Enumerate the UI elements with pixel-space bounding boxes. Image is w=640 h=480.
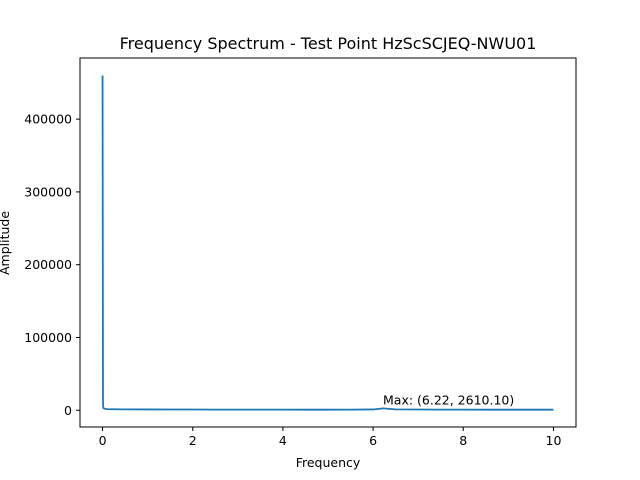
x-axis-label: Frequency: [296, 455, 361, 470]
x-tick-label: 8: [459, 433, 467, 448]
x-tick-label: 2: [189, 433, 197, 448]
chart-title: Frequency Spectrum - Test Point HzScSCJE…: [120, 34, 537, 53]
x-axis: 0 2 4 6 8 10: [99, 427, 562, 448]
y-tick-label: 300000: [24, 184, 72, 199]
plot-frame: [79, 57, 577, 428]
y-axis-label: Amplitude: [0, 211, 12, 275]
plot-layer: [101, 75, 554, 411]
x-tick-label: 0: [99, 433, 107, 448]
y-tick-label: 0: [64, 403, 72, 418]
x-tick-label: 10: [546, 433, 562, 448]
y-tick-label: 200000: [24, 257, 72, 272]
x-tick-label: 6: [369, 433, 377, 448]
annotations-layer: Max: (6.22, 2610.10): [383, 392, 514, 407]
max-annotation: Max: (6.22, 2610.10): [383, 392, 514, 407]
y-tick-label: 100000: [24, 330, 72, 345]
spectrum-series-line: [101, 75, 554, 411]
y-axis: 0 100000 200000 300000 400000: [24, 112, 80, 418]
x-tick-label: 4: [279, 433, 287, 448]
y-tick-label: 400000: [24, 112, 72, 127]
